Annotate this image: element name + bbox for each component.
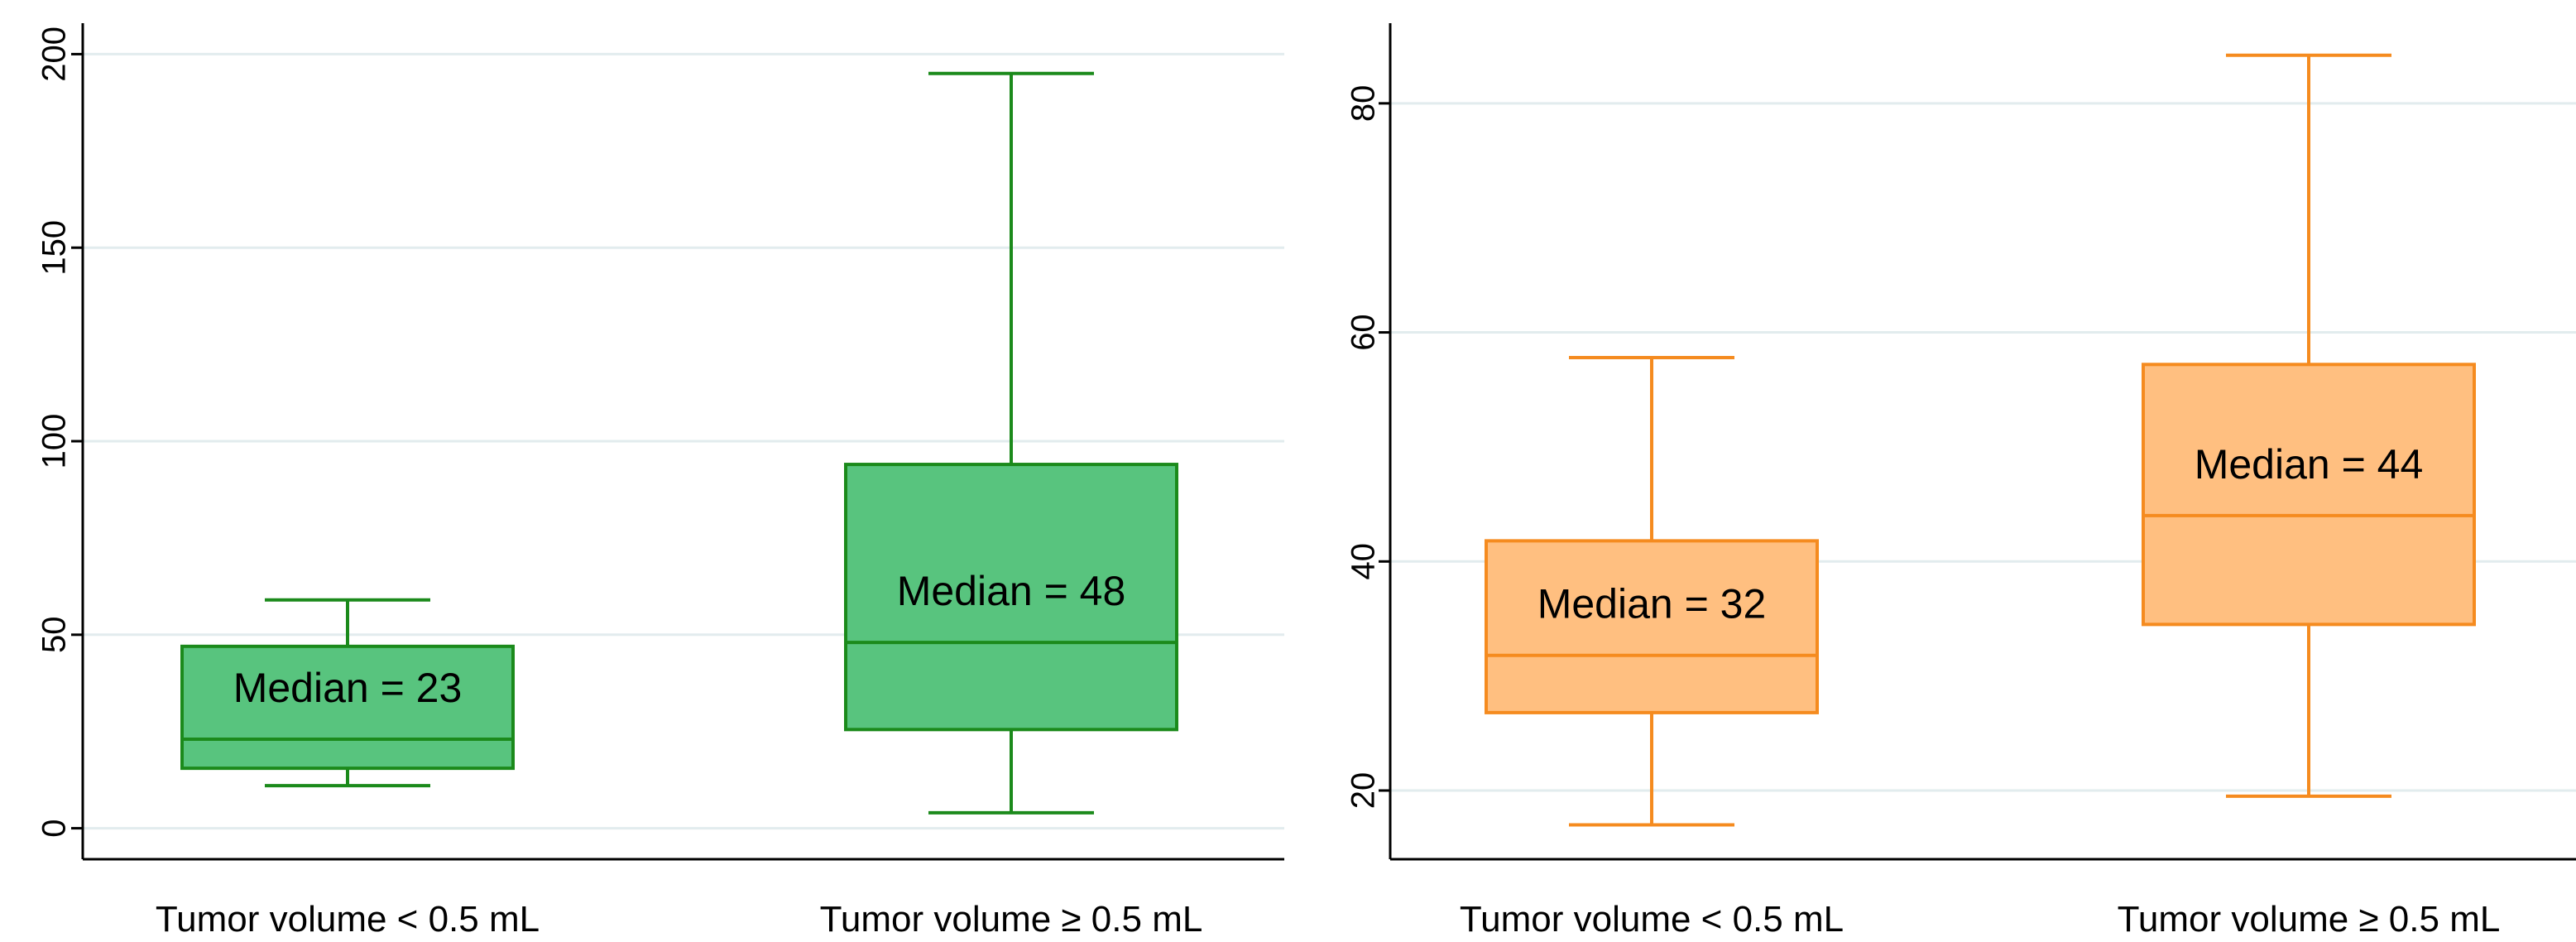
median-label: Median = 44	[2195, 441, 2424, 488]
y-tick-label: 50	[36, 617, 73, 654]
y-tick-label: 200	[36, 26, 73, 82]
x-category-label: Tumor volume ≥ 0.5 mL	[820, 899, 1203, 940]
y-tick-label: 100	[36, 414, 73, 469]
y-tick-label: 20	[1346, 772, 1382, 810]
median-label: Median = 48	[897, 568, 1126, 614]
y-tick-label: 40	[1346, 543, 1382, 580]
y-tick-label: 0	[36, 819, 73, 837]
box-1: Median = 23	[180, 598, 515, 788]
iqr-box	[844, 463, 1178, 732]
y-tick-label: 60	[1346, 314, 1382, 351]
x-category-label: Tumor volume < 0.5 mL	[1460, 899, 1844, 940]
box-1: Median = 32	[1485, 356, 1819, 827]
chart-panel-right: 20 40 60 80 Median = 32 Tumor volume < 0.5 mL…	[1346, 23, 2576, 940]
chart-panel-left: 0 50 100 150 200 Median = 23 Tumor volume < 0.…	[36, 23, 1284, 940]
box-2: Median = 44	[2142, 53, 2476, 798]
y-tick-label: 150	[36, 220, 73, 276]
median-label: Median = 23	[233, 665, 463, 711]
iqr-box	[180, 644, 515, 771]
x-category-label: Tumor volume < 0.5 mL	[156, 899, 540, 940]
iqr-box	[2142, 363, 2476, 627]
iqr-box	[1485, 539, 1819, 714]
y-tick-label: 80	[1346, 85, 1382, 122]
x-category-label: Tumor volume ≥ 0.5 mL	[2118, 899, 2501, 940]
box-2: Median = 48	[844, 71, 1178, 815]
median-label: Median = 32	[1537, 581, 1767, 627]
